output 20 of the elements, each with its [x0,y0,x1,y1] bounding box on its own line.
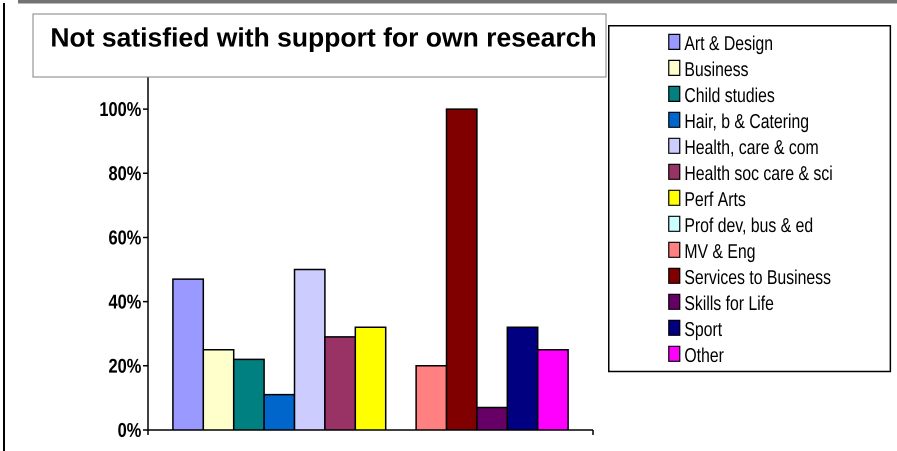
y-tick-label: 80% [109,166,141,180]
legend-label: Hair, b & Catering [686,113,808,132]
y-tick-label: 0% [118,422,141,438]
legend-label: Other [685,347,724,362]
legend-label: Child studies [685,87,774,102]
legend-label: Skills for Life [685,295,774,310]
y-tick-label: 60% [109,230,141,245]
y-tick-label: 100% [100,102,141,116]
legend-label: Sport [685,322,722,340]
legend-label: MV & Eng [686,244,754,262]
legend-label: Perf Arts [686,192,746,206]
legend-label: Prof dev, bus & ed [686,217,812,235]
legend-label: Health soc care & sci [686,165,832,180]
y-tick-label: 40% [108,294,141,309]
legend-label: Services to Business [685,269,830,284]
chart-title: Not satisfied with support for own research [52,27,595,52]
legend-label: Business [686,61,748,76]
legend-label: Health, care & com [686,139,818,157]
y-tick-label: 20% [109,358,141,373]
legend-label: Art & Design [684,36,772,54]
